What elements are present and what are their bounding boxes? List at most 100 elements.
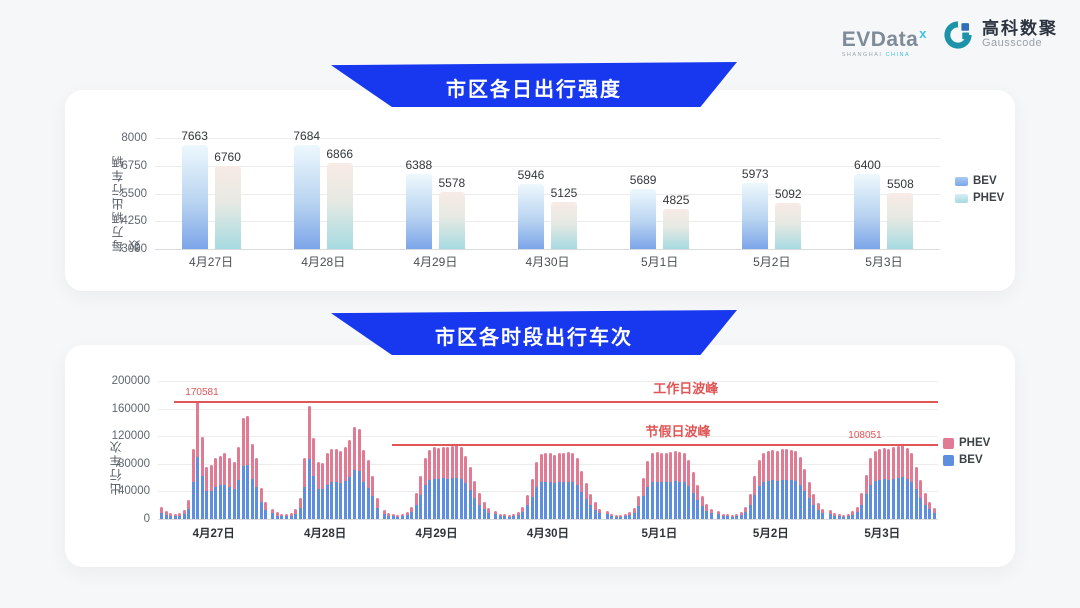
- stacked-hour-bar[interactable]: [882, 447, 886, 519]
- stacked-hour-bar[interactable]: [232, 462, 236, 519]
- stacked-hour-bar[interactable]: [798, 456, 802, 519]
- stacked-hour-bar[interactable]: [548, 453, 552, 519]
- stacked-hour-bar[interactable]: [487, 507, 491, 519]
- stacked-hour-bar[interactable]: [828, 510, 832, 519]
- stacked-hour-bar[interactable]: [227, 458, 231, 519]
- bev-bar[interactable]: 6400: [854, 158, 881, 249]
- stacked-hour-bar[interactable]: [535, 462, 539, 519]
- stacked-hour-bar[interactable]: [584, 483, 588, 519]
- stacked-hour-bar[interactable]: [468, 467, 472, 519]
- stacked-hour-bar[interactable]: [562, 453, 566, 519]
- stacked-hour-bar[interactable]: [196, 401, 200, 519]
- stacked-hour-bar[interactable]: [441, 446, 445, 519]
- stacked-hour-bar[interactable]: [851, 511, 855, 519]
- stacked-hour-bar[interactable]: [348, 439, 352, 519]
- stacked-hour-bar[interactable]: [334, 448, 338, 519]
- bev-bar[interactable]: 7663: [181, 129, 208, 249]
- stacked-hour-bar[interactable]: [748, 494, 752, 519]
- bev-bar[interactable]: 7684: [293, 129, 320, 249]
- stacked-hour-bar[interactable]: [330, 449, 334, 519]
- bev-bar[interactable]: 5689: [630, 173, 656, 249]
- stacked-hour-bar[interactable]: [593, 502, 597, 519]
- phev-bar[interactable]: 5508: [887, 177, 914, 249]
- stacked-hour-bar[interactable]: [632, 507, 636, 519]
- stacked-hour-bar[interactable]: [298, 498, 302, 519]
- phev-bar[interactable]: 6760: [214, 150, 241, 249]
- stacked-hour-bar[interactable]: [932, 507, 936, 519]
- stacked-hour-bar[interactable]: [687, 459, 691, 519]
- stacked-hour-bar[interactable]: [923, 492, 927, 519]
- stacked-hour-bar[interactable]: [739, 512, 743, 519]
- stacked-hour-bar[interactable]: [237, 446, 241, 519]
- stacked-hour-bar[interactable]: [387, 512, 391, 519]
- stacked-hour-bar[interactable]: [294, 509, 298, 519]
- stacked-hour-bar[interactable]: [589, 494, 593, 519]
- stacked-hour-bar[interactable]: [423, 458, 427, 519]
- stacked-hour-bar[interactable]: [482, 501, 486, 519]
- stacked-hour-bar[interactable]: [259, 487, 263, 519]
- stacked-hour-bar[interactable]: [250, 443, 254, 519]
- stacked-hour-bar[interactable]: [419, 476, 423, 519]
- stacked-hour-bar[interactable]: [494, 510, 498, 519]
- stacked-hour-bar[interactable]: [628, 512, 632, 519]
- stacked-hour-bar[interactable]: [623, 514, 627, 519]
- stacked-hour-bar[interactable]: [691, 472, 695, 519]
- stacked-hour-bar[interactable]: [869, 458, 873, 519]
- stacked-hour-bar[interactable]: [503, 514, 507, 519]
- stacked-hour-bar[interactable]: [325, 453, 329, 519]
- stacked-hour-bar[interactable]: [914, 466, 918, 519]
- stacked-hour-bar[interactable]: [339, 451, 343, 519]
- stacked-hour-bar[interactable]: [598, 508, 602, 519]
- stacked-hour-bar[interactable]: [464, 455, 468, 519]
- bev-bar[interactable]: 5973: [742, 167, 769, 249]
- legend-item-bev[interactable]: BEV: [955, 175, 1004, 187]
- stacked-hour-bar[interactable]: [700, 495, 704, 519]
- stacked-hour-bar[interactable]: [164, 511, 168, 519]
- stacked-hour-bar[interactable]: [455, 444, 459, 519]
- stacked-hour-bar[interactable]: [614, 514, 618, 519]
- stacked-hour-bar[interactable]: [478, 492, 481, 519]
- stacked-hour-bar[interactable]: [446, 447, 450, 519]
- stacked-hour-bar[interactable]: [803, 469, 807, 519]
- stacked-hour-bar[interactable]: [660, 452, 664, 519]
- stacked-hour-bar[interactable]: [753, 476, 757, 519]
- stacked-hour-bar[interactable]: [807, 482, 811, 519]
- stacked-hour-bar[interactable]: [414, 492, 418, 519]
- stacked-hour-bar[interactable]: [605, 510, 609, 519]
- stacked-hour-bar[interactable]: [173, 513, 177, 519]
- stacked-hour-bar[interactable]: [400, 514, 404, 519]
- stacked-hour-bar[interactable]: [200, 436, 204, 519]
- stacked-hour-bar[interactable]: [316, 462, 320, 519]
- stacked-hour-bar[interactable]: [410, 506, 414, 519]
- legend-item-phev[interactable]: PHEV: [955, 192, 1004, 204]
- stacked-hour-bar[interactable]: [812, 494, 816, 519]
- stacked-hour-bar[interactable]: [271, 508, 275, 519]
- stacked-hour-bar[interactable]: [682, 453, 686, 519]
- stacked-hour-bar[interactable]: [928, 501, 932, 519]
- stacked-hour-bar[interactable]: [516, 512, 520, 519]
- stacked-hour-bar[interactable]: [218, 455, 222, 519]
- stacked-hour-bar[interactable]: [905, 447, 909, 519]
- stacked-hour-bar[interactable]: [919, 480, 923, 519]
- stacked-hour-bar[interactable]: [357, 429, 361, 519]
- stacked-hour-bar[interactable]: [860, 492, 864, 519]
- stacked-hour-bar[interactable]: [896, 445, 900, 519]
- stacked-hour-bar[interactable]: [821, 508, 825, 519]
- stacked-hour-bar[interactable]: [837, 514, 841, 519]
- stacked-hour-bar[interactable]: [678, 452, 682, 519]
- bev-bar[interactable]: 6388: [405, 158, 432, 249]
- stacked-hour-bar[interactable]: [169, 512, 173, 519]
- stacked-hour-bar[interactable]: [214, 458, 218, 519]
- stacked-hour-bar[interactable]: [187, 500, 191, 519]
- stacked-hour-bar[interactable]: [405, 512, 409, 519]
- stacked-hour-bar[interactable]: [571, 452, 575, 519]
- stacked-hour-bar[interactable]: [160, 507, 163, 519]
- stacked-hour-bar[interactable]: [285, 513, 289, 519]
- stacked-hour-bar[interactable]: [721, 513, 725, 519]
- stacked-hour-bar[interactable]: [816, 503, 820, 519]
- stacked-hour-bar[interactable]: [673, 451, 677, 519]
- stacked-hour-bar[interactable]: [371, 476, 375, 519]
- stacked-hour-bar[interactable]: [391, 514, 395, 519]
- stacked-hour-bar[interactable]: [696, 484, 700, 519]
- stacked-hour-bar[interactable]: [726, 514, 730, 519]
